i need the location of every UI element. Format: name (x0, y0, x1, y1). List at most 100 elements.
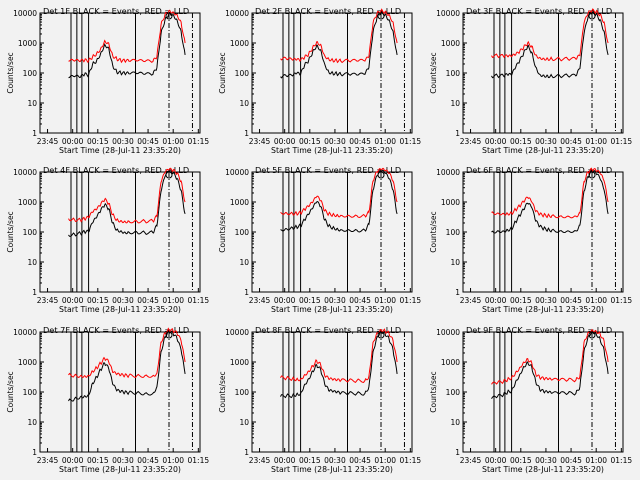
y-tick-label: 100 (23, 69, 38, 78)
x-tick-label: 01:15 (611, 137, 633, 146)
x-tick-label: 23:45 (249, 456, 271, 465)
x-tick-label: 01:15 (611, 456, 633, 465)
y-tick-label: 10 (239, 99, 249, 108)
y-tick-label: 10000 (225, 9, 249, 18)
series-events-line (280, 330, 398, 399)
chart-panel-8: Det 8F BLACK = Events, RED = LLD 1 10 100 10… (218, 325, 421, 474)
y-tick-label: 1000 (18, 198, 37, 207)
y-tick-label: 10000 (13, 328, 37, 337)
series-events-line (491, 329, 609, 399)
x-tick-label: 00:00 (62, 137, 84, 146)
x-tick-label: 00:45 (349, 456, 371, 465)
x-tick-label: 01:00 (585, 296, 607, 305)
chart-title: Det 2F BLACK = Events, RED = LLD (255, 6, 401, 16)
y-tick-label: 10 (450, 258, 460, 267)
x-tick-label: 01:00 (162, 456, 184, 465)
peak-marker (377, 331, 385, 339)
y-tick-label: 10 (27, 99, 37, 108)
y-tick-label: 1 (32, 288, 37, 297)
x-tick-label: 00:15 (87, 296, 109, 305)
y-tick-label: 10 (450, 418, 460, 427)
y-axis-label: Counts/sec (218, 371, 227, 412)
y-tick-label: 1000 (18, 358, 37, 367)
series-lld-line (68, 327, 186, 379)
x-tick-label: 23:45 (460, 296, 482, 305)
x-axis-label: Start Time (28-Jul-11 23:35:20) (482, 305, 604, 314)
peak-marker (165, 331, 173, 339)
x-tick-label: 00:00 (274, 137, 296, 146)
y-axis-label: Counts/sec (6, 371, 15, 412)
x-tick-label: 01:15 (400, 137, 422, 146)
chart-panel-3: Det 3F BLACK = Events, RED = LLD 1 10 100 10… (429, 6, 632, 155)
series-lld-line (280, 328, 398, 384)
x-tick-label: 00:15 (510, 456, 532, 465)
x-axis-label: Start Time (28-Jul-11 23:35:20) (482, 465, 604, 474)
x-tick-label: 23:45 (460, 456, 482, 465)
plot-frame (462, 331, 624, 453)
x-tick-label: 00:00 (485, 456, 507, 465)
x-tick-label: 00:30 (535, 137, 557, 146)
y-tick-label: 10 (450, 99, 460, 108)
chart-title: Det 3F BLACK = Events, RED = LLD (466, 6, 612, 16)
chart-title: Det 7F BLACK = Events, RED = LLD (43, 325, 189, 335)
y-tick-label: 100 (23, 388, 38, 397)
x-tick-label: 00:45 (560, 456, 582, 465)
y-tick-label: 1000 (441, 39, 460, 48)
x-tick-label: 01:00 (585, 456, 607, 465)
y-axis-label: Counts/sec (218, 211, 227, 252)
chart-panel-1: Det 1F BLACK = Events, RED = LLD 1 10 100 10… (6, 6, 209, 155)
x-tick-label: 00:30 (324, 456, 346, 465)
y-tick-label: 10 (27, 258, 37, 267)
series-events-line (68, 329, 186, 402)
x-tick-label: 00:30 (535, 456, 557, 465)
y-tick-label: 1 (32, 129, 37, 138)
x-axis-label: Start Time (28-Jul-11 23:35:20) (271, 146, 393, 155)
y-tick-label: 1 (455, 448, 460, 457)
y-tick-label: 10000 (13, 9, 37, 18)
y-tick-label: 100 (446, 388, 461, 397)
chart-panel-7: Det 7F BLACK = Events, RED = LLD 1 10 100 10… (6, 325, 209, 474)
y-tick-label: 10000 (436, 328, 460, 337)
x-tick-label: 01:15 (400, 296, 422, 305)
plot-frame (251, 331, 413, 453)
y-axis-label: Counts/sec (429, 52, 438, 93)
peak-marker (588, 12, 596, 20)
series-events-line (280, 9, 398, 79)
x-tick-label: 00:15 (87, 137, 109, 146)
x-tick-label: 00:15 (299, 456, 321, 465)
chart-panel-9: Det 9F BLACK = Events, RED = LLD 1 10 100 10… (429, 325, 632, 474)
y-tick-label: 100 (235, 228, 250, 237)
chart-panel-5: Det 5F BLACK = Events, RED = LLD 1 10 100 10… (218, 165, 421, 314)
chart-panel-4: Det 4F BLACK = Events, RED = LLD 1 10 100 10… (6, 165, 209, 314)
x-tick-label: 01:15 (188, 296, 210, 305)
x-tick-label: 01:00 (162, 137, 184, 146)
x-tick-label: 01:15 (611, 296, 633, 305)
series-events-line (68, 12, 186, 79)
y-tick-label: 1 (32, 448, 37, 457)
x-tick-label: 01:00 (374, 296, 396, 305)
plot-frame (251, 12, 413, 134)
x-tick-label: 00:30 (112, 456, 134, 465)
y-tick-label: 10 (27, 418, 37, 427)
x-tick-label: 00:30 (112, 296, 134, 305)
y-tick-label: 1 (244, 448, 249, 457)
x-tick-label: 00:00 (274, 456, 296, 465)
x-tick-label: 01:15 (188, 456, 210, 465)
x-tick-label: 00:45 (349, 296, 371, 305)
series-lld-line (280, 167, 398, 219)
x-tick-label: 23:45 (249, 296, 271, 305)
y-tick-label: 1 (455, 288, 460, 297)
y-tick-label: 10000 (436, 168, 460, 177)
x-tick-label: 00:15 (510, 296, 532, 305)
y-tick-label: 100 (446, 69, 461, 78)
y-tick-label: 100 (23, 228, 38, 237)
x-tick-label: 01:15 (400, 456, 422, 465)
series-lld-line (491, 8, 609, 62)
x-tick-label: 01:15 (188, 137, 210, 146)
peak-marker (377, 171, 385, 179)
y-tick-label: 1000 (441, 358, 460, 367)
plot-frame (462, 171, 624, 293)
series-lld-line (280, 8, 398, 64)
y-tick-label: 1 (244, 288, 249, 297)
y-tick-label: 1000 (230, 358, 249, 367)
